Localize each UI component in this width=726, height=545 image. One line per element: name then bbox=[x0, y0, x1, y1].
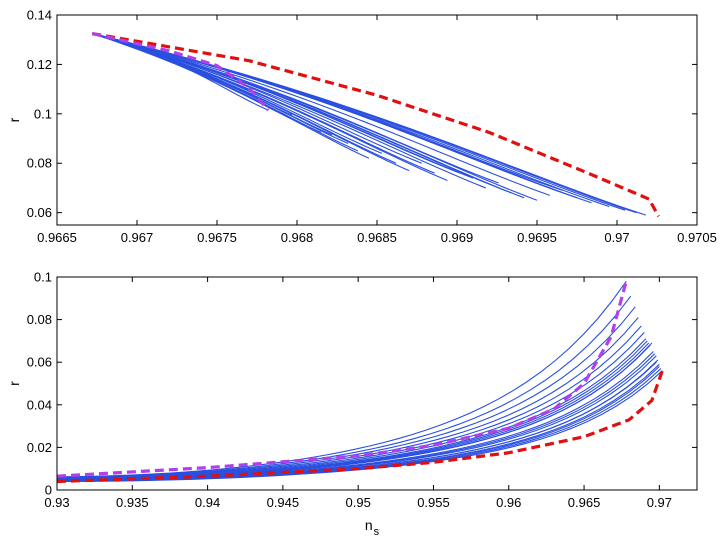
x-tick-label: 0.94 bbox=[195, 495, 220, 510]
y-tick-label: 0.02 bbox=[27, 440, 52, 455]
family-curves bbox=[92, 32, 646, 216]
x-tick-label: 0.968 bbox=[281, 230, 314, 245]
lower-bound-curve bbox=[91, 31, 660, 218]
x-axis-label-subscript: s bbox=[374, 526, 380, 538]
family-curve-13 bbox=[92, 33, 448, 182]
x-tick-label: 0.935 bbox=[116, 495, 149, 510]
x-tick-label: 0.969 bbox=[441, 230, 474, 245]
y-tick-label: 0.06 bbox=[27, 355, 52, 370]
top-panel: 0.9665 0.967 0.9675 0.968 0.9685 0.969 0.9695 0… bbox=[6, 8, 717, 246]
x-tick-label: 0.967 bbox=[121, 230, 154, 245]
family-curve-10 bbox=[92, 33, 410, 172]
family-curves bbox=[56, 280, 663, 483]
x-tick-label: 0.9685 bbox=[357, 230, 397, 245]
family-curve-0 bbox=[92, 32, 269, 111]
family-curve-2 bbox=[56, 306, 636, 478]
family-curve-8 bbox=[92, 33, 383, 154]
x-axis-label: ns bbox=[365, 517, 380, 538]
family-curve-15 bbox=[92, 33, 474, 179]
family-curve-21 bbox=[92, 32, 550, 196]
x-tick-label: 0.9695 bbox=[517, 230, 557, 245]
y-axis-label: r bbox=[6, 381, 22, 386]
upper-bound-curve bbox=[91, 31, 270, 112]
x-tick-label: 0.97 bbox=[647, 495, 672, 510]
y-tick-label: 0.08 bbox=[27, 312, 52, 327]
family-curve-3 bbox=[92, 33, 322, 133]
y-tick-label: 0 bbox=[45, 483, 52, 498]
x-tick-label: 0.97 bbox=[604, 230, 629, 245]
bottom-panel: 0.93 0.935 0.94 0.945 0.95 0.955 0.96 0.965 0.97… bbox=[6, 270, 698, 538]
y-tick-label: 0.12 bbox=[27, 57, 52, 72]
x-tick-label: 0.955 bbox=[417, 495, 450, 510]
upper-bound-curve bbox=[56, 280, 628, 478]
family-curve-4 bbox=[56, 325, 642, 479]
x-tick-label: 0.9675 bbox=[197, 230, 237, 245]
family-curve-17 bbox=[92, 32, 499, 184]
y-tick-label: 0.04 bbox=[27, 397, 52, 412]
y-axis-label: r bbox=[6, 117, 22, 122]
x-tick-label: 0.95 bbox=[346, 495, 371, 510]
family-curve-7 bbox=[92, 33, 370, 159]
lower-bound-curve bbox=[56, 370, 664, 484]
y-tick-label: 0.06 bbox=[27, 205, 52, 220]
family-curve-2 bbox=[92, 33, 306, 126]
family-curve-20 bbox=[92, 33, 538, 201]
family-curve-1 bbox=[56, 295, 632, 478]
y-tick-label: 0.1 bbox=[34, 270, 52, 285]
x-tick-label: 0.9665 bbox=[37, 230, 77, 245]
family-curve-0 bbox=[56, 280, 627, 478]
family-curve-4 bbox=[92, 33, 333, 136]
x-tick-label: 0.96 bbox=[496, 495, 521, 510]
x-tick-label: 0.945 bbox=[267, 495, 300, 510]
family-curve-28 bbox=[92, 32, 646, 216]
y-tick-label: 0.14 bbox=[27, 8, 52, 23]
x-tick-label: 0.93 bbox=[44, 495, 69, 510]
y-tick-label: 0.1 bbox=[34, 106, 52, 121]
x-tick-label: 0.9705 bbox=[677, 230, 717, 245]
y-tick-label: 0.08 bbox=[27, 156, 52, 171]
x-tick-label: 0.965 bbox=[568, 495, 601, 510]
family-curve-16 bbox=[92, 33, 487, 189]
axes-frame bbox=[56, 276, 698, 491]
